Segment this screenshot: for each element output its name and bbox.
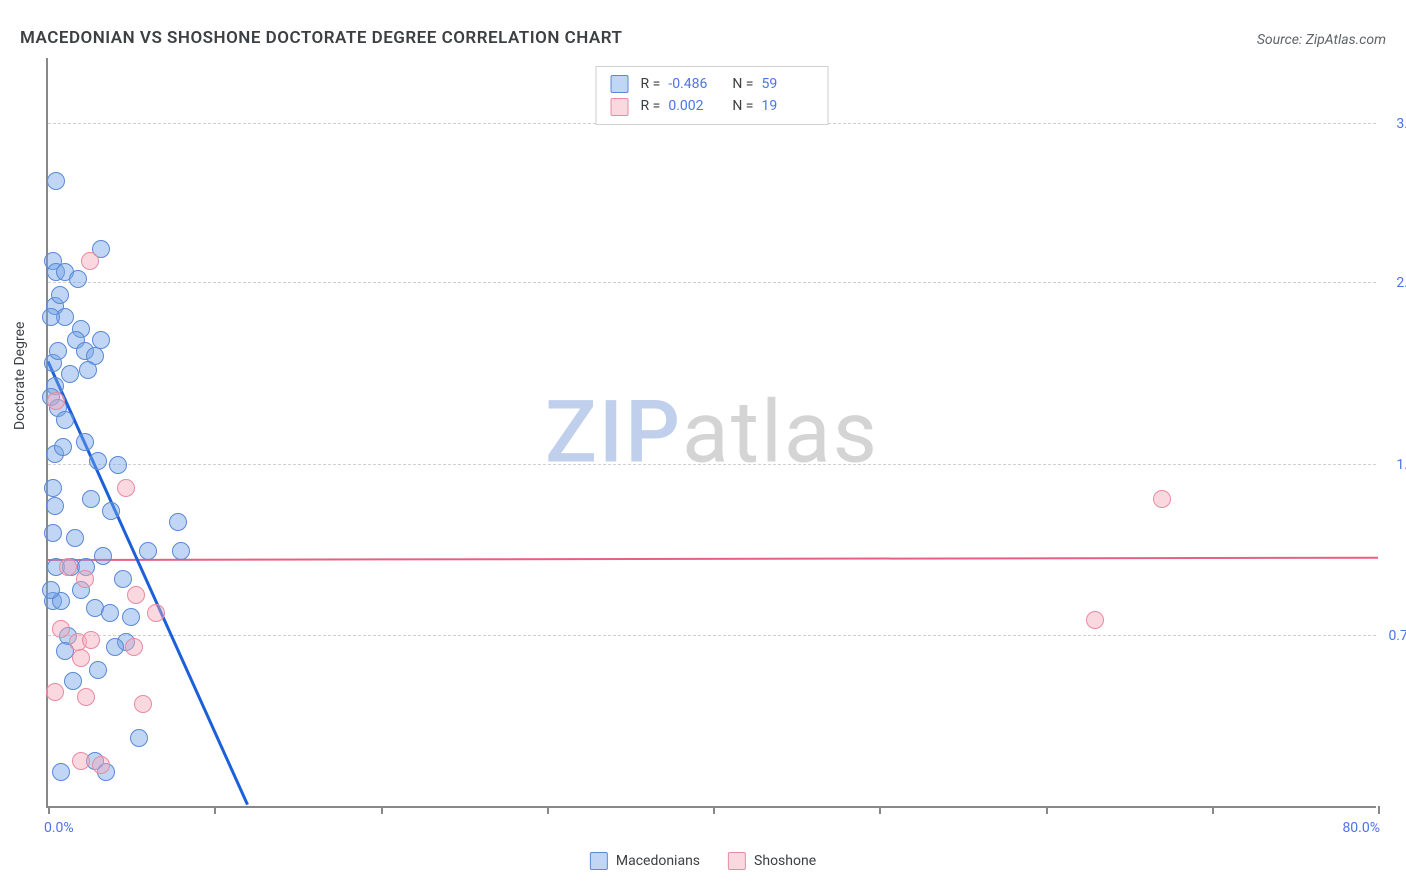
data-point [72, 752, 90, 770]
data-point [52, 763, 70, 781]
series-legend: Macedonians Shoshone [590, 852, 816, 870]
data-point [44, 479, 62, 497]
data-point [134, 695, 152, 713]
data-point [172, 542, 190, 560]
legend-label-b: Shoshone [754, 853, 816, 869]
data-point [139, 542, 157, 560]
data-point [94, 547, 112, 565]
x-tick [547, 806, 549, 814]
swatch-macedonians-icon [590, 852, 608, 870]
data-point [46, 497, 64, 515]
data-point [92, 756, 110, 774]
data-point [42, 581, 60, 599]
r-value-a: -0.486 [668, 73, 720, 95]
data-point [101, 604, 119, 622]
gridline [48, 282, 1376, 283]
x-tick [879, 806, 881, 814]
data-point [89, 452, 107, 470]
y-axis-label: Doctorate Degree [12, 322, 28, 430]
data-point [82, 490, 100, 508]
data-point [51, 286, 69, 304]
x-tick [1046, 806, 1048, 814]
data-point [130, 729, 148, 747]
x-tick [713, 806, 715, 814]
data-point [42, 308, 60, 326]
data-point [49, 342, 67, 360]
x-axis-max-label: 80.0% [1342, 820, 1380, 836]
data-point [59, 558, 77, 576]
x-tick [1378, 806, 1380, 814]
data-point [106, 638, 124, 656]
chart-source: Source: ZipAtlas.com [1257, 32, 1386, 48]
data-point [82, 631, 100, 649]
x-tick [1212, 806, 1214, 814]
data-point [79, 361, 97, 379]
data-point [47, 172, 65, 190]
data-point [72, 649, 90, 667]
r-value-b: 0.002 [668, 95, 720, 117]
data-point [54, 438, 72, 456]
data-point [1086, 611, 1104, 629]
data-point [47, 392, 65, 410]
x-tick [48, 806, 50, 814]
data-point [66, 529, 84, 547]
x-tick [381, 806, 383, 814]
n-value-b: 19 [761, 95, 813, 117]
data-point [44, 524, 62, 542]
data-point [64, 672, 82, 690]
data-point [81, 252, 99, 270]
data-point [92, 331, 110, 349]
swatch-shoshone-icon [611, 98, 629, 116]
x-tick [214, 806, 216, 814]
chart-title: MACEDONIAN VS SHOSHONE DOCTORATE DEGREE … [20, 28, 622, 48]
n-label: N = [732, 73, 753, 95]
data-point [147, 604, 165, 622]
legend-item-macedonians: Macedonians [590, 852, 700, 870]
n-value-a: 59 [761, 73, 813, 95]
scatter-plot: R = -0.486 N = 59 R = 0.002 N = 19 ZIPat… [46, 58, 1376, 808]
data-point [89, 661, 107, 679]
watermark-part1: ZIP [545, 382, 682, 483]
data-point [61, 365, 79, 383]
data-point [102, 502, 120, 520]
data-point [1153, 490, 1171, 508]
legend-label-a: Macedonians [616, 853, 700, 869]
correlation-legend: R = -0.486 N = 59 R = 0.002 N = 19 [596, 66, 829, 125]
data-point [169, 513, 187, 531]
swatch-macedonians-icon [611, 75, 629, 93]
gridline [48, 635, 1376, 636]
x-axis-min-label: 0.0% [44, 820, 74, 836]
watermark: ZIPatlas [545, 382, 879, 483]
y-tick-label: 2.3% [1382, 275, 1406, 291]
data-point [122, 608, 140, 626]
y-tick-label: 1.5% [1382, 457, 1406, 473]
legend-item-shoshone: Shoshone [728, 852, 816, 870]
r-label: R = [641, 73, 661, 95]
r-label: R = [641, 95, 661, 117]
y-tick-label: 0.75% [1382, 628, 1406, 644]
data-point [114, 570, 132, 588]
data-point [125, 638, 143, 656]
y-tick-label: 3.0% [1382, 116, 1406, 132]
data-point [46, 683, 64, 701]
correlation-legend-row-b: R = 0.002 N = 19 [611, 95, 814, 117]
data-point [77, 688, 95, 706]
data-point [117, 479, 135, 497]
data-point [56, 411, 74, 429]
data-point [52, 620, 70, 638]
n-label: N = [732, 95, 753, 117]
data-point [76, 433, 94, 451]
data-point [69, 270, 87, 288]
gridline [48, 464, 1376, 465]
data-point [109, 456, 127, 474]
watermark-part2: atlas [682, 382, 879, 483]
swatch-shoshone-icon [728, 852, 746, 870]
chart-header: MACEDONIAN VS SHOSHONE DOCTORATE DEGREE … [20, 18, 1386, 48]
data-point [76, 570, 94, 588]
data-point [127, 586, 145, 604]
correlation-legend-row-a: R = -0.486 N = 59 [611, 73, 814, 95]
trend-line [48, 556, 1378, 560]
